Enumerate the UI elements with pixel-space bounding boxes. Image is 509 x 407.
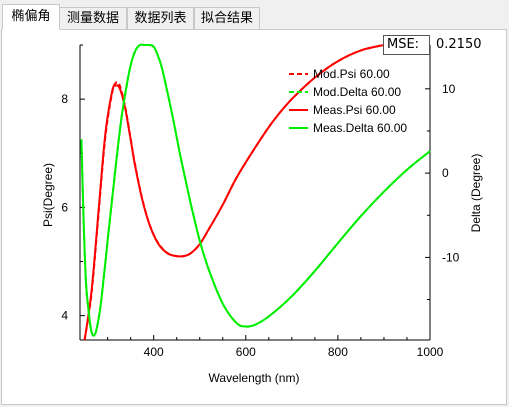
x-tick-label: 400	[144, 345, 164, 359]
series-line-mod-psi-60-00	[83, 44, 385, 341]
x-tick-label: 800	[328, 345, 348, 359]
x-axis-label: Wavelength (nm)	[209, 371, 300, 385]
tab-data-list[interactable]: 数据列表	[127, 7, 194, 29]
tab-measured-data[interactable]: 测量数据	[59, 7, 127, 29]
mse-label: MSE:	[383, 35, 430, 55]
plot-area	[80, 45, 430, 340]
legend-label-meas-psi: Meas.Psi 60.00	[313, 103, 396, 117]
tick-labels: 400 600 800 1000 4 6 8 -10 0 10	[61, 82, 459, 359]
x-tick-label: 1000	[417, 345, 444, 359]
tab-ellipsometric-angle[interactable]: 椭偏角	[2, 4, 60, 30]
x-tick-label: 600	[236, 345, 256, 359]
y-left-tick-label: 6	[61, 200, 68, 214]
tab-bar: 椭偏角 测量数据 数据列表 拟合结果	[0, 0, 509, 30]
right-axis-label: Delta (Degree)	[469, 154, 483, 233]
y-left-tick-label: 4	[61, 309, 68, 323]
y-right-tick-label: 10	[442, 82, 456, 96]
y-right-tick-label: 0	[442, 166, 449, 180]
series-line-mod-delta-60-00	[80, 43, 431, 337]
tab-fit-results[interactable]: 拟合结果	[194, 7, 260, 29]
left-axis-label: Psi(Degree)	[41, 163, 55, 227]
series-lines	[80, 43, 431, 341]
y-left-tick-label: 8	[61, 92, 68, 106]
legend: Mod.Psi 60.00 Mod.Delta 60.00 Meas.Psi 6…	[289, 67, 407, 135]
legend-label-mod-delta: Mod.Delta 60.00	[313, 85, 401, 99]
y-right-tick-label: -10	[442, 250, 460, 264]
legend-label-meas-delta: Meas.Delta 60.00	[313, 121, 407, 135]
legend-label-mod-psi: Mod.Psi 60.00	[313, 67, 390, 81]
mse-value: 0.2150	[436, 37, 482, 52]
